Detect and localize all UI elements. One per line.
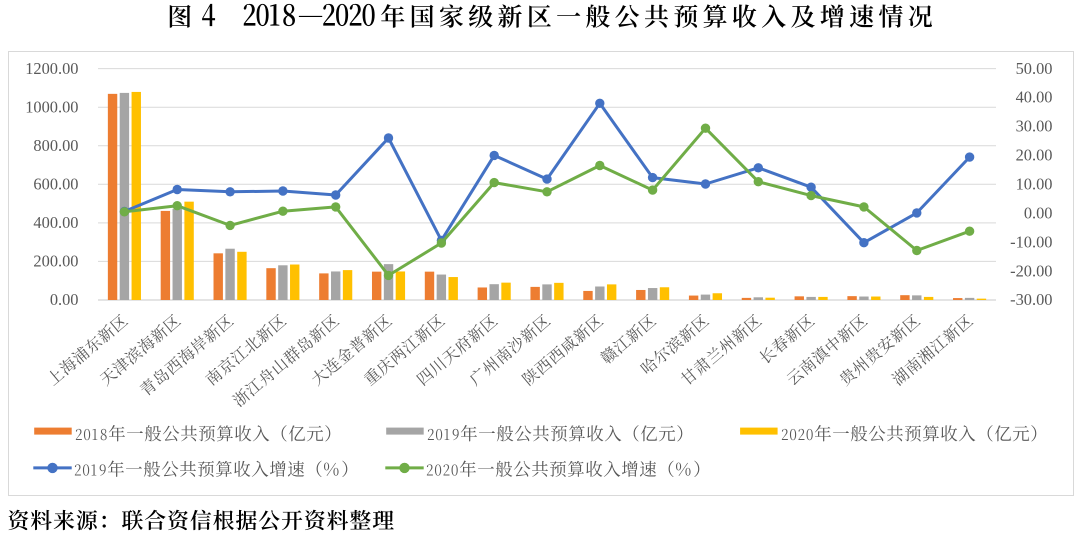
svg-text:600.00: 600.00 (33, 175, 78, 194)
svg-text:50.00: 50.00 (1016, 59, 1053, 78)
svg-text:1000.00: 1000.00 (25, 97, 78, 116)
svg-text:800.00: 800.00 (33, 136, 78, 155)
svg-text:40.00: 40.00 (1016, 88, 1053, 107)
svg-text:400.00: 400.00 (33, 213, 78, 232)
svg-text:-10.00: -10.00 (1010, 232, 1052, 251)
svg-text:20.00: 20.00 (1016, 146, 1053, 165)
svg-text:30.00: 30.00 (1016, 117, 1053, 136)
svg-text:-20.00: -20.00 (1010, 261, 1052, 280)
svg-text:10.00: 10.00 (1016, 175, 1053, 194)
svg-text:-30.00: -30.00 (1010, 290, 1052, 309)
svg-text:1200.00: 1200.00 (25, 59, 78, 78)
svg-text:0.00: 0.00 (1024, 203, 1053, 222)
svg-text:200.00: 200.00 (33, 252, 78, 271)
svg-text:0.00: 0.00 (50, 290, 79, 309)
